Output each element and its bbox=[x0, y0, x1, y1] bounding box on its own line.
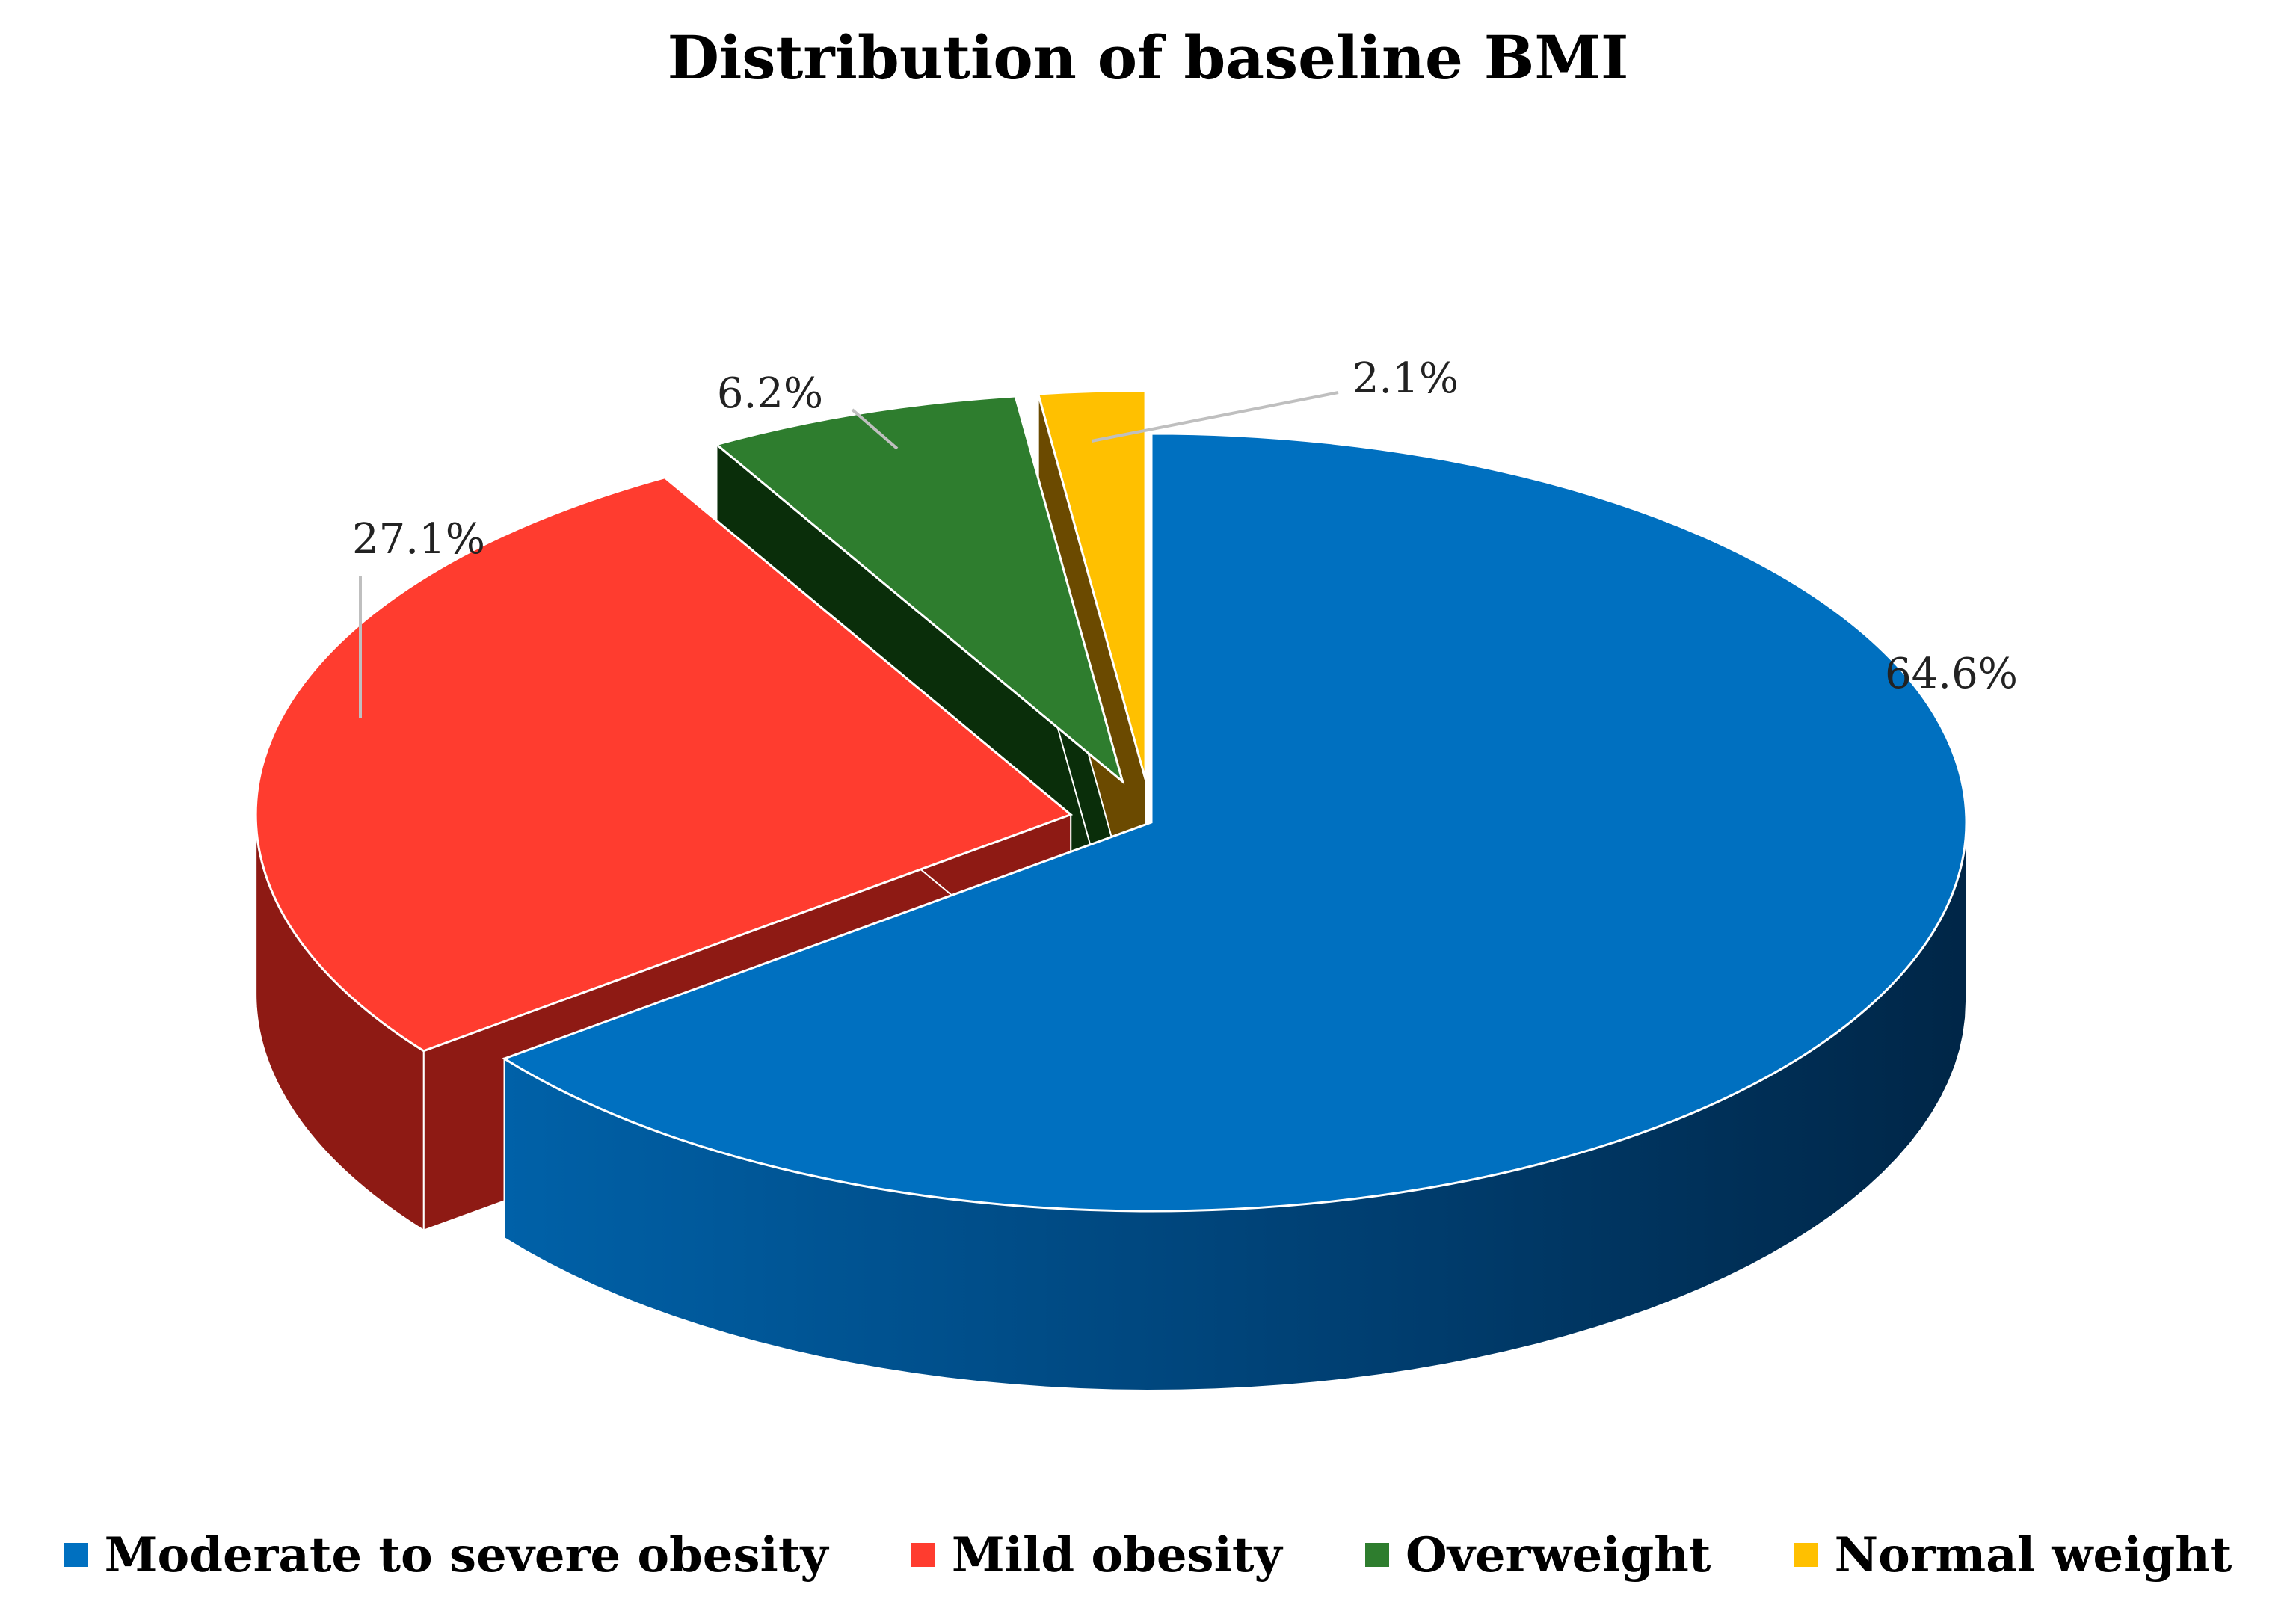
leader-line-normal-weight bbox=[1091, 391, 1339, 443]
legend-item-moderate-severe-obesity: Moderate to severe obesity bbox=[64, 1527, 828, 1583]
legend: Moderate to severe obesity Mild obesity … bbox=[0, 1518, 2296, 1592]
legend-label: Overweight bbox=[1405, 1527, 1711, 1583]
pie-labels: 64.6% 27.1% 6.2% 2.1% bbox=[352, 354, 2018, 718]
chart-title: Distribution of baseline BMI bbox=[667, 22, 1629, 93]
data-label-normal-weight: 2.1% bbox=[1352, 354, 1459, 403]
data-label-mild-obesity: 27.1% bbox=[352, 515, 485, 564]
legend-label: Mild obesity bbox=[951, 1527, 1282, 1583]
legend-swatch bbox=[1794, 1543, 1818, 1567]
slice-normal-weight bbox=[1036, 389, 1147, 780]
data-label-moderate-severe-obesity: 64.6% bbox=[1885, 650, 2018, 698]
legend-item-overweight: Overweight bbox=[1364, 1527, 1711, 1583]
legend-item-normal-weight: Normal weight bbox=[1794, 1527, 2232, 1583]
slice-overweight bbox=[714, 395, 1125, 785]
legend-label: Normal weight bbox=[1834, 1527, 2232, 1583]
slice-moderate-severe-obesity bbox=[502, 432, 1968, 1213]
leader-line-overweight bbox=[851, 408, 899, 450]
legend-label: Moderate to severe obesity bbox=[104, 1527, 828, 1583]
legend-swatch bbox=[64, 1543, 88, 1567]
slice-mild-obesity bbox=[254, 476, 1074, 1053]
pie-tops bbox=[254, 389, 1968, 1213]
legend-swatch bbox=[1364, 1543, 1389, 1567]
data-label-overweight: 6.2% bbox=[717, 369, 823, 418]
legend-swatch bbox=[911, 1543, 935, 1567]
legend-item-mild-obesity: Mild obesity bbox=[911, 1527, 1282, 1583]
